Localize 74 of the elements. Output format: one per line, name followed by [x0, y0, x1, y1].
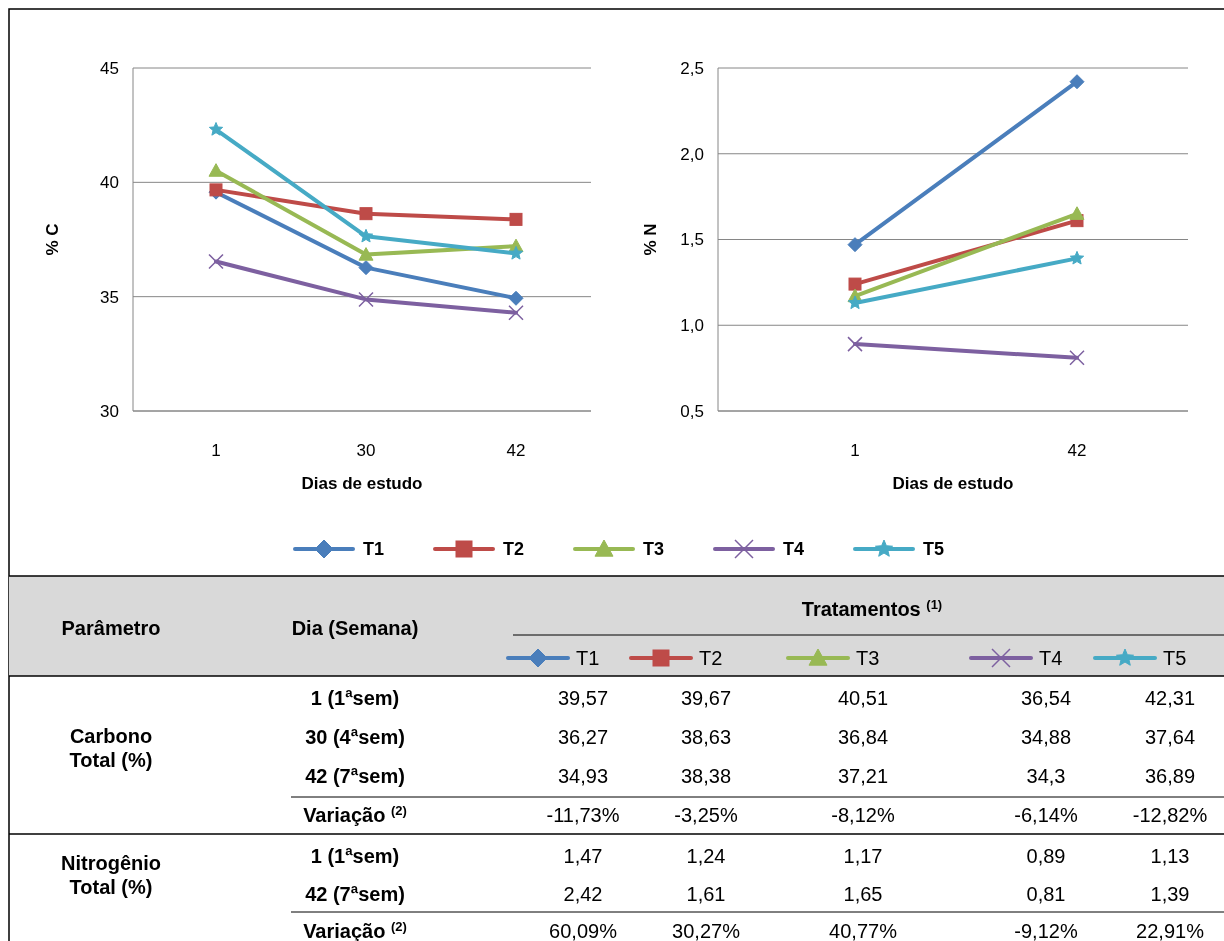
text: 22,91%: [1136, 920, 1205, 941]
legend-label: T3: [856, 647, 880, 669]
text: 30 (4ªsem): [305, 726, 405, 748]
x-axis-title: Dias de estudo: [301, 474, 423, 493]
text: 1,65: [843, 883, 883, 905]
text: 42 (7ªsem): [305, 883, 405, 905]
text: 2,42: [563, 883, 603, 905]
text: -12,82%: [1132, 804, 1208, 826]
y-tick-label: 30: [100, 401, 119, 421]
text: -9,12%: [1014, 920, 1078, 941]
y-axis-title: % N: [641, 223, 660, 256]
text: 37,21: [837, 765, 889, 787]
text: 1,13: [1150, 845, 1190, 867]
text: 60,09%: [549, 920, 618, 941]
text: -11,73%: [546, 804, 620, 826]
text: 1 (1ªsem): [310, 845, 400, 867]
text: Tratamentos $^{(1)}$: [801, 596, 943, 620]
legend-label: T5: [1163, 647, 1187, 669]
text: 38,38: [680, 765, 732, 787]
text: Carbono Total (%): [69, 725, 153, 771]
text: 1,39: [1150, 883, 1190, 905]
text: 39,57: [557, 687, 609, 709]
text: -8,12%: [831, 804, 895, 826]
text: 36,54: [1020, 687, 1072, 709]
text: 40,51: [837, 687, 889, 709]
y-tick-label: 35: [100, 287, 119, 307]
x-axis-title: Dias de estudo: [892, 474, 1014, 493]
text: 1,61: [686, 883, 726, 905]
text: 1 (1ªsem): [310, 687, 400, 709]
text: Dia (Semana): [291, 617, 419, 639]
y-tick-label: 2,5: [680, 58, 704, 78]
text: 34,93: [557, 765, 609, 787]
text: 34,88: [1020, 726, 1072, 748]
text: 39,67: [680, 687, 732, 709]
text: 40,77%: [829, 920, 898, 941]
text: 34,3: [1026, 765, 1066, 787]
y-axis-title: % C: [43, 223, 62, 256]
text: Parâmetro: [61, 617, 161, 639]
legend-label: T5: [923, 539, 945, 560]
text: -3,25%: [674, 804, 738, 826]
text: 0,89: [1026, 845, 1066, 867]
text: 1,24: [686, 845, 726, 867]
text: 1,47: [563, 845, 603, 867]
legend-label: T2: [699, 647, 723, 669]
legend-label: T1: [576, 647, 600, 669]
x-tick-label: 1: [211, 441, 221, 460]
text: 36,84: [837, 726, 889, 748]
text: -6,14%: [1014, 804, 1078, 826]
y-tick-label: 1,0: [680, 316, 704, 336]
text: 36,89: [1144, 765, 1196, 787]
x-tick-label: 1: [850, 441, 860, 460]
x-tick-label: 42: [506, 441, 526, 460]
y-tick-label: 2,0: [680, 144, 704, 164]
text: 30,27%: [672, 920, 741, 941]
legend-label: T4: [783, 539, 805, 560]
legend-label: T2: [503, 539, 525, 560]
text: 37,64: [1144, 726, 1196, 748]
legend-label: T1: [363, 539, 385, 560]
text: 42 (7ªsem): [305, 765, 405, 787]
legend-label: T4: [1039, 647, 1063, 669]
x-tick-label: 42: [1067, 441, 1087, 460]
y-tick-label: 40: [100, 173, 119, 193]
text: 38,63: [680, 726, 732, 748]
x-tick-label: 30: [356, 441, 376, 460]
text: 36,27: [557, 726, 609, 748]
y-tick-label: 45: [100, 58, 119, 78]
text: 0,81: [1026, 883, 1066, 905]
y-tick-label: 1,5: [680, 230, 704, 250]
y-tick-label: 0,5: [680, 401, 704, 421]
text: Variação $^{(2)}$: [303, 802, 407, 826]
text: 42,31: [1144, 687, 1196, 709]
text: 1,17: [843, 845, 883, 867]
legend-label: T3: [643, 539, 665, 560]
text: Nitrogênio Total (%): [61, 852, 161, 898]
